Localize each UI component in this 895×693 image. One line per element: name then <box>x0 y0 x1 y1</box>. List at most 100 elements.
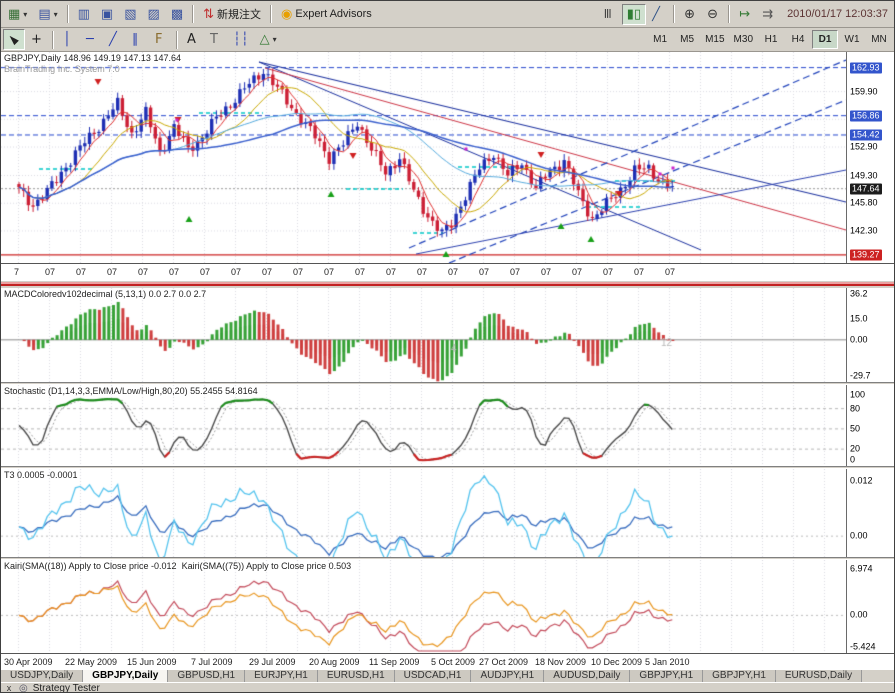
time-axis-dates[interactable]: 30 Apr 2009 22 May 2009 15 Jun 2009 7 Jul 2… <box>1 653 894 669</box>
timeframe-h1[interactable]: H1 <box>758 30 784 49</box>
chart-tab-3[interactable]: EURJPY,H1 <box>245 670 318 682</box>
main-chart-panel: GBPJPY,Daily 148.96 149.19 147.13 147.64… <box>1 52 894 263</box>
chart-bars-button[interactable]: ||| <box>598 3 621 25</box>
strategy-tester-icon: ▩ <box>170 6 184 22</box>
new-chart-button[interactable]: ▦ ▾ <box>3 3 33 25</box>
macd-canvas[interactable] <box>1 288 846 382</box>
time-axis-label: 07 <box>386 267 397 277</box>
strategy-tester-button[interactable]: ▩ <box>165 3 189 25</box>
panel-splitter[interactable] <box>1 281 894 288</box>
label-button[interactable]: T <box>205 29 227 50</box>
scale-label: 50 <box>850 423 861 434</box>
time-axis-weekly[interactable]: 7 07 07 07 07 07 07 07 07 07 07 07 07 07 07 07 07 07 07 07 0… <box>1 263 894 281</box>
price-scale[interactable]: 162.93 159.90 156.86 154.42 152.90 149.30 147.… <box>846 52 894 263</box>
chart-candles-icon: ▮▯ <box>626 6 642 22</box>
scale-label: 142.30 <box>850 225 878 236</box>
chart-tab-0[interactable]: USDJPY,Daily <box>1 670 84 682</box>
market-watch-button[interactable]: ▥ <box>72 3 95 25</box>
trendline-button[interactable]: ╱ <box>104 29 126 50</box>
time-axis-label: 07 <box>324 267 335 277</box>
vertical-line-button[interactable]: │ <box>58 29 80 50</box>
profiles-button[interactable]: ▤ ▾ <box>33 3 63 25</box>
chart-shift-button[interactable]: ⇉ <box>757 3 780 25</box>
stochastic-canvas[interactable] <box>1 385 846 466</box>
chart-tab-7[interactable]: AUDUSD,Daily <box>544 670 631 682</box>
timeframe-m5[interactable]: M5 <box>674 30 701 49</box>
time-axis-label: 07 <box>107 267 118 277</box>
text-button[interactable]: A <box>182 29 204 50</box>
fibonacci-button[interactable]: F <box>150 29 172 50</box>
terminal-icon: ▨ <box>147 6 160 22</box>
auto-scroll-button[interactable]: ↦ <box>734 3 757 25</box>
kairi-scale[interactable]: 6.974 0.00 -5.424 <box>846 560 894 653</box>
panel-splitter[interactable] <box>1 557 894 560</box>
horizontal-line-button[interactable]: ─ <box>81 29 103 50</box>
t3-canvas[interactable] <box>1 469 846 557</box>
cycle-lines-button[interactable]: ┆┆ <box>228 29 254 50</box>
zoom-out-button[interactable]: ⊖ <box>702 3 725 25</box>
chart-line-button[interactable]: ╱ <box>647 3 670 25</box>
panel-splitter[interactable] <box>1 382 894 385</box>
kairi-canvas[interactable] <box>1 560 846 653</box>
scale-label: 6.974 <box>850 563 873 574</box>
toolbar-close-button[interactable]: x <box>6 683 12 693</box>
kairi-header: Kairi(SMA((18)) Apply to Close price -0.… <box>4 561 352 571</box>
stochastic-scale[interactable]: 100 80 50 20 0 <box>846 385 894 466</box>
expert-advisors-button[interactable]: ◉ Expert Advisors <box>276 3 377 25</box>
zoom-in-button[interactable]: ⊕ <box>679 3 702 25</box>
time-axis-label: 07 <box>262 267 273 277</box>
timeframe-mn[interactable]: MN <box>866 30 892 49</box>
time-axis-label: 07 <box>479 267 490 277</box>
data-window-button[interactable]: ▣ <box>95 3 119 25</box>
macd-scale[interactable]: 36.2 15.0 0.00 -29.7 <box>846 288 894 382</box>
expert-advisors-button-label: Expert Advisors <box>295 8 372 20</box>
date-axis-label: 10 Dec 2009 <box>591 657 643 667</box>
date-axis-label: 30 Apr 2009 <box>4 657 53 667</box>
macd-header: MACDColoredv102decimal (5,13,1) 0.0 2.7 … <box>4 289 207 299</box>
timeframe-m30[interactable]: M30 <box>729 30 757 49</box>
timeframe-d1[interactable]: D1 <box>812 30 838 49</box>
channel-button[interactable]: ∥ <box>127 29 149 50</box>
toolbar-separator <box>52 30 54 49</box>
time-axis-label: 07 <box>572 267 583 277</box>
chart-tab-9[interactable]: GBPJPY,H1 <box>703 670 776 682</box>
cursor-icon: ► <box>4 30 22 49</box>
chart-candles-button[interactable]: ▮▯ <box>621 3 647 25</box>
braintrading-watermark: BrainTrading Inc. System 7.0 <box>4 64 120 74</box>
navigator-button[interactable]: ▧ <box>119 3 142 25</box>
timeframe-w1[interactable]: W1 <box>839 30 865 49</box>
terminal-button[interactable]: ▨ <box>142 3 165 25</box>
panel-splitter[interactable] <box>1 466 894 469</box>
t3-scale[interactable]: 0.012 0.00 <box>846 469 894 557</box>
new-order-button[interactable]: ⇅ 新規注文 <box>198 3 267 25</box>
navigator-icon: ▧ <box>124 6 137 22</box>
scale-label: 139.27 <box>850 249 882 261</box>
chart-tab-5[interactable]: USDCAD,H1 <box>394 670 472 682</box>
shapes-button[interactable]: △ ▾ <box>254 29 282 50</box>
time-axis-label: 07 <box>510 267 521 277</box>
data-window-icon: ▣ <box>100 6 114 22</box>
main-chart-canvas[interactable] <box>1 52 846 263</box>
chart-tab-6[interactable]: AUDJPY,H1 <box>471 670 545 682</box>
channel-icon: ∥ <box>132 32 139 47</box>
scale-label: 0.00 <box>850 530 868 541</box>
horizontal-line-icon: ─ <box>86 32 94 47</box>
chart-tab-4[interactable]: EURUSD,H1 <box>317 670 395 682</box>
crosshair-button[interactable]: + <box>26 29 48 50</box>
timeframe-h4[interactable]: H4 <box>785 30 811 49</box>
auto-scroll-icon: ↦ <box>739 6 750 22</box>
date-axis-label: 5 Oct 2009 <box>431 657 476 667</box>
time-axis-label: 07 <box>417 267 428 277</box>
chart-tab-2[interactable]: GBPUSD,H1 <box>168 670 246 682</box>
crosshair-icon: + <box>31 32 42 47</box>
scale-label: 36.2 <box>850 288 868 299</box>
cursor-button[interactable]: ► <box>3 29 25 50</box>
date-axis-label: 15 Jun 2009 <box>127 657 177 667</box>
chart-tab-1[interactable]: GBPJPY,Daily <box>83 670 169 682</box>
timeframe-m15[interactable]: M15 <box>701 30 729 49</box>
chart-tab-8[interactable]: GBPJPY,H1 <box>630 670 704 682</box>
chart-tab-10[interactable]: EURUSD,Daily <box>775 670 863 682</box>
timeframe-m1[interactable]: M1 <box>647 30 674 49</box>
fibonacci-icon: F <box>155 32 163 47</box>
date-axis-label: 29 Jul 2009 <box>249 657 296 667</box>
